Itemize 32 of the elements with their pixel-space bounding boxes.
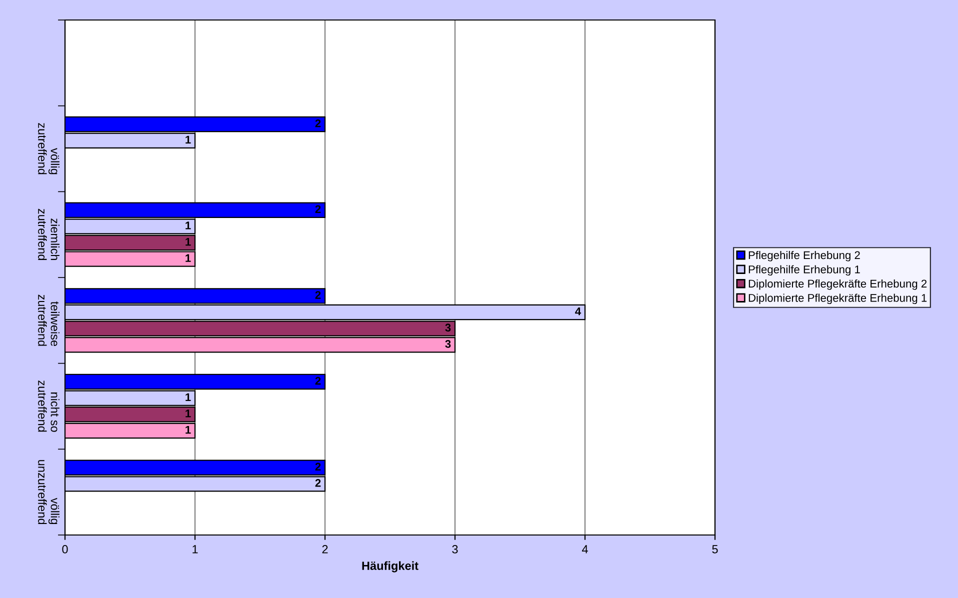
data-label: 1: [186, 254, 191, 262]
data-label: 2: [315, 462, 321, 470]
data-label: 4: [575, 307, 582, 316]
data-label: 1: [186, 238, 191, 246]
data-label: 1: [186, 136, 191, 144]
data-label: 2: [315, 205, 321, 213]
data-label: 2: [315, 119, 321, 128]
legend-label: Diplomierte Pflegekräfte Erhebung 1: [748, 294, 927, 304]
y-tick-label: völlig unzutreffend: [38, 460, 60, 524]
legend-label: Pflegehilfe Erhebung 2: [748, 250, 860, 262]
data-label: 1: [186, 410, 191, 418]
y-tick-label: ziemlich zutreffend: [38, 208, 60, 260]
x-tick-label: 3: [452, 545, 458, 554]
data-label: 2: [315, 376, 321, 385]
x-tick-label: 0: [62, 545, 68, 554]
y-tick-label: teilweise zutreffend: [38, 294, 60, 346]
x-tick-label: 1: [192, 545, 198, 554]
x-axis-title: Häufigkeit: [362, 561, 418, 572]
data-label: 2: [315, 479, 321, 487]
data-label: 1: [186, 222, 191, 230]
y-tick-label: völlig zutreffend: [38, 123, 60, 174]
data-label: 2: [315, 291, 321, 299]
data-label: 3: [445, 340, 451, 348]
x-tick-label: 2: [322, 545, 328, 554]
x-tick-label: 5: [712, 545, 718, 554]
y-tick-label: nicht so zutreffend: [38, 380, 60, 432]
legend-label: Diplomierte Pflegekräfte Erhebung 2: [748, 279, 927, 290]
legend-label: Pflegehilfe Erhebung 1: [748, 265, 860, 276]
x-tick-label: 4: [582, 545, 588, 554]
data-label: 3: [445, 324, 451, 332]
data-label: 1: [186, 426, 191, 434]
data-label: 1: [186, 393, 191, 401]
